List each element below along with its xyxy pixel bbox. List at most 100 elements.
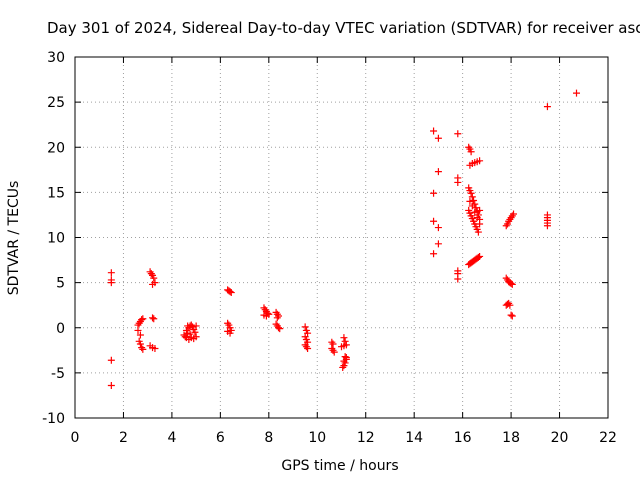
data-point: [476, 157, 484, 165]
data-point: [107, 279, 115, 287]
chart-title: Day 301 of 2024, Sidereal Day-to-day VTE…: [47, 19, 640, 37]
x-tick-label: 22: [599, 430, 617, 446]
y-tick-label: 5: [56, 276, 65, 292]
data-point: [328, 338, 336, 346]
data-point: [138, 344, 146, 352]
grid: [75, 57, 608, 418]
data-point: [136, 340, 144, 348]
data-point: [468, 202, 476, 210]
data-point: [275, 324, 283, 332]
data-point: [192, 322, 200, 330]
x-tick-label: 2: [119, 430, 128, 446]
y-axis: -10 -5 0 5 10 15 20 25 30: [42, 50, 608, 427]
data-point: [304, 329, 312, 337]
data-point: [339, 363, 347, 371]
data-point: [470, 196, 478, 204]
x-tick-label: 4: [167, 430, 176, 446]
data-point: [341, 337, 349, 345]
y-tick-label: -5: [51, 366, 65, 382]
data-point: [510, 210, 518, 218]
data-point: [430, 250, 438, 258]
data-point: [340, 334, 348, 342]
data-point: [150, 315, 158, 323]
data-point: [466, 197, 474, 205]
data-point: [434, 240, 442, 248]
data-point: [265, 310, 273, 318]
plot-frame: [74, 56, 609, 419]
data-point: [434, 168, 442, 176]
data-point: [434, 134, 442, 142]
data-point: [151, 345, 159, 353]
data-point: [472, 204, 480, 212]
data-point: [507, 311, 515, 319]
x-tick-label: 8: [264, 430, 273, 446]
data-point: [454, 130, 462, 138]
x-tick-label: 20: [551, 430, 569, 446]
data-point: [506, 301, 514, 309]
data-point: [508, 312, 516, 320]
data-point: [474, 253, 482, 261]
data-point: [330, 348, 338, 356]
data-point: [226, 288, 234, 296]
data-point: [434, 224, 442, 232]
data-point: [468, 193, 476, 201]
data-point: [474, 228, 482, 236]
data-point: [508, 280, 516, 288]
data-point: [134, 326, 142, 334]
data-point: [191, 328, 199, 336]
data-point: [187, 334, 195, 342]
data-series-sdtvar: [107, 89, 581, 390]
data-point: [329, 346, 337, 354]
data-point: [430, 217, 438, 225]
x-tick-label: 12: [357, 430, 375, 446]
data-point: [430, 127, 438, 135]
data-point: [149, 314, 157, 322]
data-point: [138, 316, 146, 324]
data-point: [304, 345, 312, 353]
data-point: [476, 252, 484, 260]
data-point: [543, 222, 551, 230]
data-point: [543, 103, 551, 111]
data-point: [149, 280, 157, 288]
x-tick-label: 14: [405, 430, 423, 446]
data-point: [454, 178, 462, 186]
data-point: [454, 275, 462, 283]
x-tick-label: 6: [216, 430, 225, 446]
data-point: [150, 274, 158, 282]
data-point: [471, 208, 479, 216]
data-point: [476, 215, 484, 223]
data-point: [430, 189, 438, 197]
y-tick-label: -10: [42, 411, 65, 427]
data-point: [276, 325, 284, 333]
x-axis-title: GPS time / hours: [281, 458, 398, 474]
y-tick-label: 30: [47, 50, 65, 66]
data-point: [476, 206, 484, 214]
data-point: [338, 343, 345, 351]
data-point: [507, 280, 515, 288]
data-point: [184, 322, 192, 330]
data-point: [227, 289, 235, 297]
y-axis-title: SDTVAR / TECUs: [6, 181, 22, 296]
data-point: [139, 345, 147, 353]
data-point: [181, 333, 189, 341]
x-axis: 0 2 4 6 8 10 12 14 16 18 20 22: [71, 57, 617, 446]
data-point: [136, 331, 144, 339]
x-tick-label: 10: [308, 430, 326, 446]
data-point: [107, 269, 115, 277]
y-tick-label: 25: [47, 95, 65, 111]
data-point: [329, 340, 337, 348]
y-tick-label: 20: [47, 140, 65, 156]
data-point: [139, 315, 147, 323]
y-tick-label: 10: [47, 231, 65, 247]
x-tick-label: 0: [71, 430, 80, 446]
y-tick-label: 0: [56, 321, 65, 337]
data-point: [186, 330, 194, 338]
data-point: [226, 329, 234, 337]
data-point: [107, 382, 115, 390]
data-point: [273, 314, 281, 322]
data-point: [342, 354, 350, 362]
data-point: [467, 189, 475, 197]
data-point: [467, 148, 475, 156]
x-tick-label: 18: [502, 430, 520, 446]
